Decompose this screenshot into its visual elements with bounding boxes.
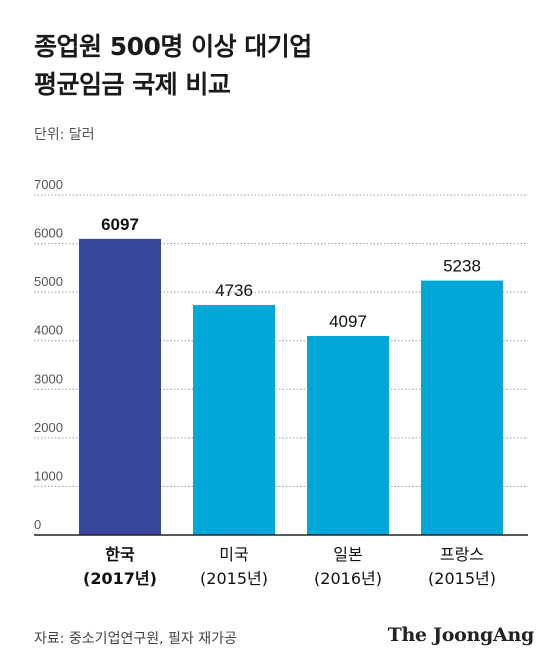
data-label: 5238 [443, 257, 481, 276]
x-tick-year-label: (2015년) [428, 569, 496, 588]
x-tick-label: 일본 [333, 545, 362, 564]
x-tick-label: 한국 [105, 545, 135, 564]
x-tick-label: 프랑스 [440, 545, 484, 564]
y-tick-label: 4000 [34, 323, 63, 338]
unit-label: 단위: 달러 [34, 127, 95, 143]
y-tick-label: 7000 [34, 177, 63, 192]
x-tick-year-label: (2016년) [314, 569, 382, 588]
x-tick-year-label: (2015년) [200, 569, 268, 588]
data-label: 6097 [101, 215, 139, 234]
bar [79, 238, 161, 536]
bar [307, 336, 389, 535]
data-label: 4097 [329, 312, 367, 331]
source-note: 자료: 중소기업연구원, 필자 재가공 [34, 631, 237, 647]
y-tick-label: 1000 [34, 468, 63, 483]
chart-title-line1: 종업원 500명 이상 대기업 [34, 32, 312, 61]
brand-logo: The JoongAng [387, 624, 535, 646]
y-tick-label: 3000 [34, 371, 63, 386]
chart-title-line2: 평균임금 국제 비교 [34, 70, 231, 99]
bar [193, 304, 275, 535]
data-label: 4736 [215, 281, 253, 300]
y-tick-label: 5000 [34, 274, 63, 289]
y-tick-label: 6000 [34, 226, 63, 241]
y-tick-label: 2000 [34, 420, 63, 435]
bar [421, 280, 503, 535]
x-tick-year-label: (2017년) [83, 569, 157, 588]
chart-title: 종업원 500명 이상 대기업 평균임금 국제 비교 [34, 28, 534, 104]
y-tick-label: 0 [34, 517, 41, 532]
x-tick-label: 미국 [219, 545, 248, 564]
